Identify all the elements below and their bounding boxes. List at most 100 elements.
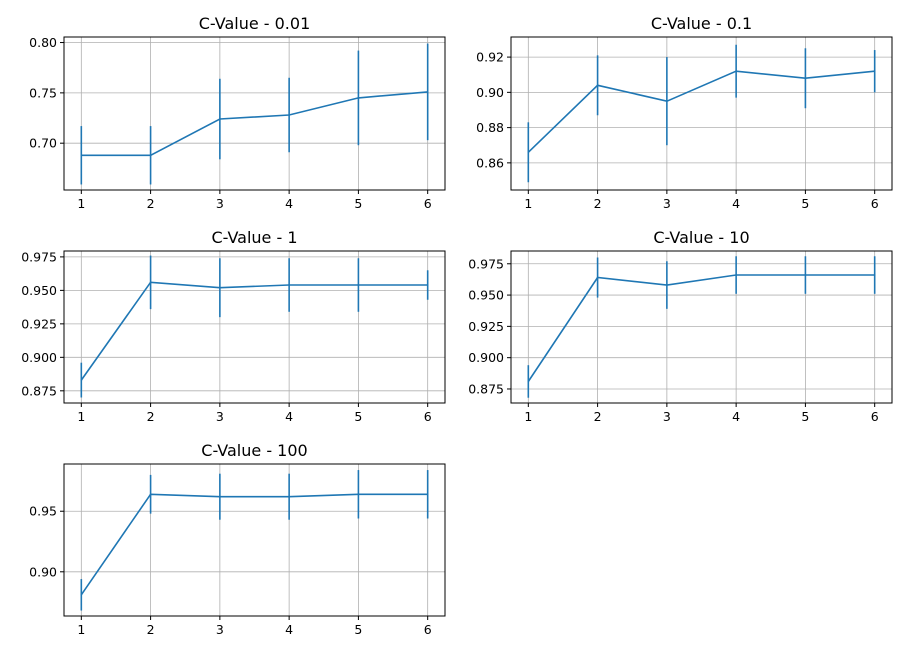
data-point — [288, 284, 290, 286]
series-line — [527, 274, 875, 382]
axes-frame — [510, 36, 893, 191]
y-tick-label: 0.88 — [476, 120, 504, 135]
data-point — [596, 84, 599, 87]
series-line — [81, 91, 428, 157]
data-point — [666, 100, 668, 102]
y-tick-label: 0.975 — [21, 249, 57, 264]
series-line — [80, 281, 428, 381]
data-point — [804, 274, 807, 276]
x-tick-label: 2 — [594, 409, 602, 424]
data-point — [80, 594, 83, 596]
series-line — [527, 70, 875, 153]
y-tick-label: 0.875 — [21, 383, 57, 398]
y-tick-label: 0.75 — [29, 85, 57, 100]
x-tick-label: 3 — [663, 196, 671, 211]
data-point — [219, 286, 221, 289]
data-point — [219, 118, 221, 120]
series-line — [80, 493, 428, 596]
data-point — [527, 151, 530, 154]
x-tick-label: 2 — [147, 409, 155, 424]
y-tick-label: 0.950 — [21, 283, 57, 298]
subplot-title: C-Value - 100 — [201, 441, 307, 460]
y-tick-label: 0.975 — [468, 256, 504, 271]
y-tick-label: 0.925 — [21, 316, 57, 331]
data-point — [219, 495, 221, 498]
x-tick-label: 4 — [732, 196, 740, 211]
x-tick-label: 6 — [424, 622, 432, 637]
x-tick-label: 4 — [285, 409, 293, 424]
y-tick-label: 0.950 — [468, 288, 504, 303]
x-tick-label: 1 — [524, 196, 532, 211]
x-tick-label: 3 — [216, 196, 224, 211]
y-tick-label: 0.875 — [468, 381, 504, 396]
x-tick-label: 3 — [663, 409, 671, 424]
x-tick-label: 3 — [216, 409, 224, 424]
x-tick-label: 6 — [424, 196, 432, 211]
subplot-5: C-Value - 100 1 2 3 4 5 6 0.90 0.95 — [29, 441, 446, 637]
x-tick-label: 5 — [801, 196, 809, 211]
subplot-2: C-Value - 0.1 1 2 3 4 5 6 0.86 0.88 0.90 0.92 — [476, 14, 893, 211]
x-tick-label: 2 — [147, 622, 155, 637]
subplot-1: C-Value - 0.01 1 2 3 4 5 6 0.70 0.75 0.80 — [29, 14, 446, 211]
data-point — [80, 379, 83, 381]
x-tick-label: 1 — [524, 409, 532, 424]
y-tick-label: 0.80 — [29, 35, 57, 50]
x-tick-label: 1 — [77, 196, 85, 211]
x-tick-label: 3 — [216, 622, 224, 637]
data-point — [873, 274, 876, 276]
y-tick-label: 0.92 — [476, 50, 504, 65]
y-tick-label: 0.900 — [468, 350, 504, 365]
axes-frame — [63, 36, 446, 191]
data-point — [666, 284, 668, 286]
y-tick-label: 0.95 — [29, 504, 57, 519]
x-tick-label: 2 — [594, 196, 602, 211]
subplot-4: C-Value - 10 1 2 3 4 5 6 0.875 0.900 0.925 0.950 0.… — [468, 228, 893, 424]
x-tick-label: 4 — [285, 622, 293, 637]
data-point — [804, 77, 807, 80]
x-tick-label: 5 — [354, 196, 362, 211]
y-tick-label: 0.70 — [29, 136, 57, 151]
data-point — [426, 493, 429, 496]
data-point — [357, 284, 360, 286]
x-tick-label: 2 — [147, 196, 155, 211]
data-point — [357, 97, 360, 99]
y-tick-label: 0.900 — [21, 350, 57, 365]
data-point — [80, 154, 83, 157]
data-point — [288, 114, 290, 116]
x-tick-label: 1 — [77, 409, 85, 424]
x-tick-label: 5 — [801, 409, 809, 424]
y-tick-label: 0.925 — [468, 319, 504, 334]
x-tick-label: 5 — [354, 409, 362, 424]
data-point — [735, 70, 737, 72]
subplot-title: C-Value - 0.01 — [199, 14, 311, 33]
data-point — [288, 495, 290, 498]
data-point — [149, 281, 152, 284]
data-point — [149, 493, 152, 496]
x-tick-label: 5 — [354, 622, 362, 637]
axes-frame — [63, 250, 446, 404]
data-point — [596, 276, 599, 279]
axes-frame — [510, 250, 893, 404]
x-tick-label: 6 — [871, 409, 879, 424]
data-point — [527, 380, 530, 383]
subplot-title: C-Value - 1 — [211, 228, 297, 247]
data-point — [357, 493, 360, 496]
data-point — [426, 284, 429, 286]
x-tick-label: 4 — [285, 196, 293, 211]
data-point — [149, 154, 152, 157]
subplot-3: C-Value - 1 1 2 3 4 5 6 0.875 0.900 0.925 0.950 0.9… — [21, 228, 446, 424]
y-tick-label: 0.90 — [476, 85, 504, 100]
axes-frame — [63, 463, 446, 617]
subplot-title: C-Value - 0.1 — [651, 14, 752, 33]
x-tick-label: 1 — [77, 622, 85, 637]
subplot-title: C-Value - 10 — [653, 228, 749, 247]
y-tick-label: 0.90 — [29, 564, 57, 579]
x-tick-label: 6 — [871, 196, 879, 211]
x-tick-label: 4 — [732, 409, 740, 424]
data-point — [735, 274, 737, 276]
data-point — [873, 70, 876, 72]
y-tick-label: 0.86 — [476, 155, 504, 170]
x-tick-label: 6 — [424, 409, 432, 424]
data-point — [426, 91, 429, 93]
